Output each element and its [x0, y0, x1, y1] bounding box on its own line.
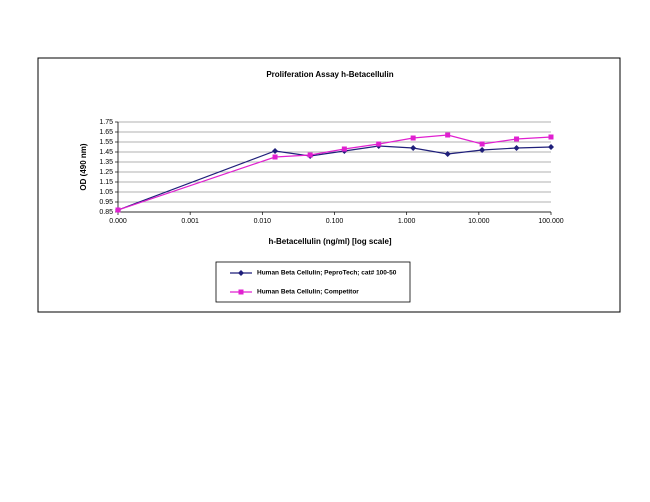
- marker: [410, 145, 417, 151]
- x-tick-label: 0.010: [254, 218, 272, 225]
- series-line: [117, 134, 552, 211]
- marker: [307, 152, 313, 158]
- marker: [376, 141, 382, 147]
- y-tick-label: 1.55: [99, 139, 113, 146]
- y-tick-label: 0.85: [99, 209, 113, 216]
- marker: [513, 145, 520, 151]
- marker: [272, 148, 279, 154]
- y-tick-label: 1.05: [99, 189, 113, 196]
- marker: [479, 147, 486, 153]
- y-axis-label: OD (490 nm): [79, 143, 88, 190]
- x-tick-label: 0.001: [181, 218, 199, 225]
- marker: [444, 151, 451, 157]
- marker: [514, 136, 520, 142]
- y-tick-label: 1.65: [99, 129, 113, 136]
- marker: [238, 270, 244, 276]
- x-tick-label: 10.000: [468, 218, 490, 225]
- y-tick-label: 1.25: [99, 169, 113, 176]
- x-tick-label: 0.100: [326, 218, 344, 225]
- y-tick-label: 1.35: [99, 159, 113, 166]
- chart-title: Proliferation Assay h-Betacellulin: [266, 70, 393, 79]
- y-tick-label: 0.95: [99, 199, 113, 206]
- marker: [548, 144, 554, 150]
- y-tick-label: 1.45: [99, 149, 113, 156]
- x-tick-label: 1.000: [398, 218, 416, 225]
- marker: [445, 132, 451, 138]
- marker: [272, 154, 278, 160]
- y-tick-label: 1.75: [99, 119, 113, 126]
- x-tick-label: 100.000: [538, 218, 563, 225]
- marker: [341, 146, 347, 152]
- marker: [238, 289, 244, 295]
- marker: [548, 134, 554, 140]
- y-tick-label: 1.15: [99, 179, 113, 186]
- marker: [479, 141, 485, 147]
- x-tick-label: 0.000: [109, 218, 127, 225]
- legend: [215, 261, 411, 303]
- legend-label: Human Beta Cellulin; Competitor: [257, 289, 359, 296]
- marker: [115, 207, 121, 213]
- x-axis-label: h-Betacellulin (ng/ml) [log scale]: [268, 237, 391, 246]
- series-line: [117, 145, 552, 211]
- legend-label: Human Beta Cellulin; PeproTech; cat# 100…: [257, 270, 397, 277]
- marker: [410, 135, 416, 141]
